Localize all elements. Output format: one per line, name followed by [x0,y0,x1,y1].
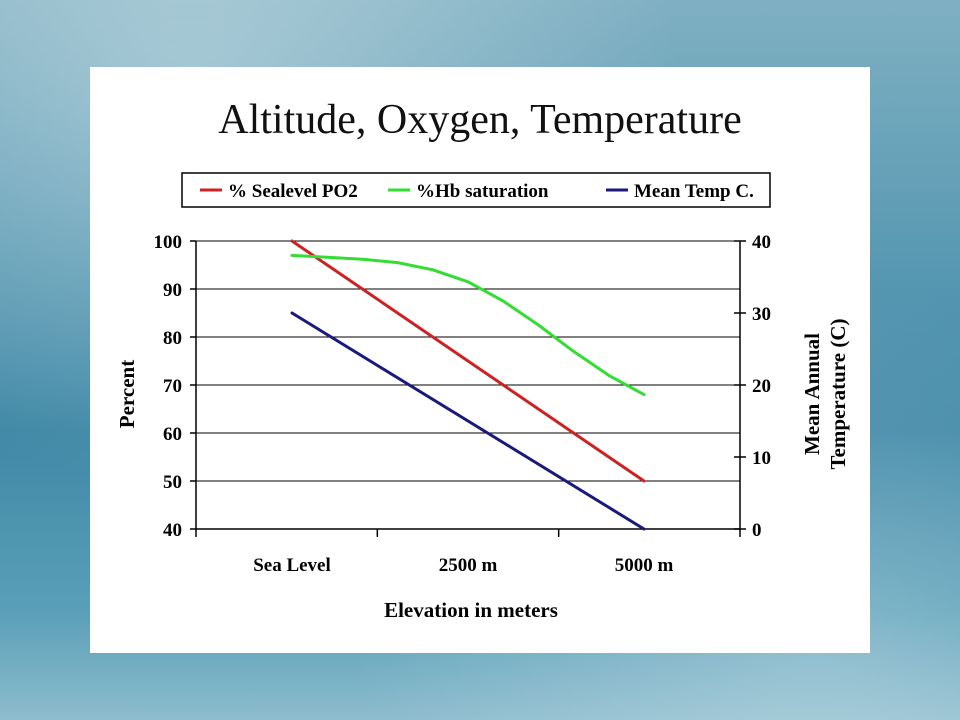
y2-axis-label-line1: Mean Annual [800,333,824,455]
y2-tick-label: 0 [752,520,762,541]
y-axis-label: Percent [115,360,139,428]
x-tick-label: 2500 m [439,555,498,576]
y-tick-label: 70 [163,376,182,397]
y2-tick-label: 20 [752,376,771,397]
line-chart: Altitude, Oxygen, Temperature % Sealevel… [115,97,850,622]
y-tick-label: 100 [154,232,183,253]
y2-tick-label: 40 [752,232,771,253]
x-tick-label: Sea Level [253,555,331,576]
y-tick-label: 50 [163,472,182,493]
axes [190,240,746,537]
tick-labels: 40 50 60 70 80 90 100 0 10 20 30 40 Sea Level 2500 m 5… [154,232,772,576]
series-line [290,311,646,531]
legend-box [181,172,771,208]
series-line [290,239,646,483]
y-tick-label: 40 [163,520,182,541]
series-layer [290,239,646,531]
y2-tick-label: 30 [752,304,771,325]
gridlines [196,240,740,530]
y2-tick-label: 10 [752,448,771,469]
y-tick-label: 60 [163,424,182,445]
legend-label: % Sealevel PO2 [228,181,358,202]
y-tick-label: 90 [163,280,182,301]
chart-panel: Altitude, Oxygen, Temperature % Sealevel… [90,67,870,653]
y-tick-label: 80 [163,328,182,349]
legend-label: Mean Temp C. [634,181,754,202]
y2-axis-label-line2: Temperature (C) [826,318,850,469]
chart-title: Altitude, Oxygen, Temperature [218,97,741,143]
legend: % Sealevel PO2 %Hb saturation Mean Temp C. [181,172,771,208]
x-tick-label: 5000 m [615,555,674,576]
x-axis-label: Elevation in meters [384,598,558,622]
series-line [290,253,646,397]
legend-label: %Hb saturation [416,181,549,202]
